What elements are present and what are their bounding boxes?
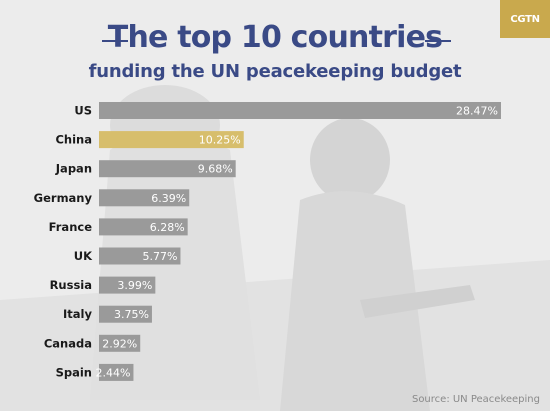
value-label-spain: 2.44% [95,366,130,379]
source-note: Source: UN Peacekeeping [411,394,540,405]
category-label-spain: Spain [56,365,92,379]
category-label-japan: Japan [55,162,92,176]
cgtn-logo: CGTN [500,0,550,38]
value-label-russia: 3.99% [117,279,152,292]
chart-title: The top 10 countries [107,20,443,55]
value-label-japan: 9.68% [198,163,233,176]
category-label-russia: Russia [50,278,92,292]
category-label-uk: UK [74,249,93,263]
title-rule-right [425,40,451,42]
bar-canada [99,334,141,352]
title-rule-left [102,40,128,42]
value-label-us: 28.47% [456,105,498,118]
bar-us [99,102,501,119]
category-label-china: China [55,133,92,147]
value-label-france: 6.28% [150,221,185,234]
category-label-italy: Italy [63,307,92,321]
category-label-france: France [49,220,93,234]
bar-spain [99,363,134,381]
category-label-canada: Canada [44,336,92,350]
value-label-uk: 5.77% [143,250,178,263]
chart-subtitle: funding the UN peacekeeping budget [88,61,462,82]
bar-italy [99,305,152,323]
value-label-canada: 2.92% [102,337,137,350]
bar-russia [99,276,156,294]
value-label-china: 10.25% [199,134,241,147]
value-label-germany: 6.39% [151,192,186,205]
category-label-us: US [74,104,92,118]
category-label-germany: Germany [34,191,93,205]
bar-france [99,218,188,236]
bar-germany [99,189,190,207]
bar-china [99,131,244,149]
value-label-italy: 3.75% [114,308,149,321]
bar-japan [99,160,236,178]
bar-uk [99,247,181,265]
